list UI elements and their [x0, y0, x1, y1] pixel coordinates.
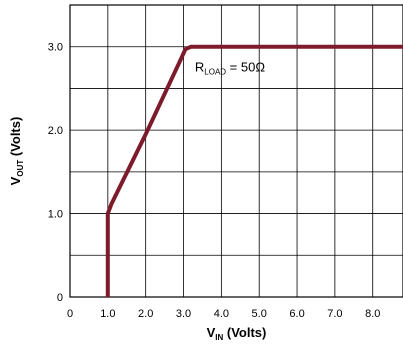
- x-tick-labels: 0 1.0 2.0 3.0 4.0 5.0 6.0 7.0 8.0: [67, 308, 380, 320]
- x-axis-title: VIN (Volts): [207, 325, 267, 342]
- x-tick-label: 7.0: [327, 308, 342, 320]
- y-tick-label: 3.0: [48, 42, 63, 54]
- annotation-rload: RLOAD = 50Ω: [195, 60, 265, 77]
- annotation-main: R: [195, 60, 204, 75]
- y-tick-labels: 0 1.0 2.0 3.0: [48, 42, 63, 304]
- x-tick-label: 6.0: [289, 308, 304, 320]
- x-axis-title-main: V: [207, 325, 216, 340]
- x-tick-label: 5.0: [252, 308, 267, 320]
- y-tick-label: 0: [57, 292, 63, 304]
- annotation-rest: = 50Ω: [226, 60, 265, 75]
- plot-frame: [69, 4, 403, 298]
- x-axis-title-sub: IN: [215, 333, 223, 342]
- y-axis-title-main: V: [8, 176, 23, 185]
- x-tick-label: 0: [67, 308, 73, 320]
- y-tick-label: 2.0: [48, 125, 63, 137]
- annotation-sub: LOAD: [204, 68, 226, 77]
- y-axis-title: VOUT (Volts): [8, 117, 25, 186]
- series-line: [105, 44, 403, 297]
- x-tick-label: 8.0: [365, 308, 380, 320]
- y-tick-label: 1.0: [48, 209, 63, 221]
- x-tick-label: 3.0: [176, 308, 191, 320]
- x-tick-label: 2.0: [138, 308, 153, 320]
- x-tick-label: 1.0: [100, 308, 115, 320]
- x-tick-label: 4.0: [214, 308, 229, 320]
- grid: [70, 5, 403, 297]
- y-axis-title-sub: OUT: [16, 160, 25, 177]
- y-axis-title-rest: (Volts): [8, 117, 23, 160]
- x-axis-title-rest: (Volts): [223, 325, 266, 340]
